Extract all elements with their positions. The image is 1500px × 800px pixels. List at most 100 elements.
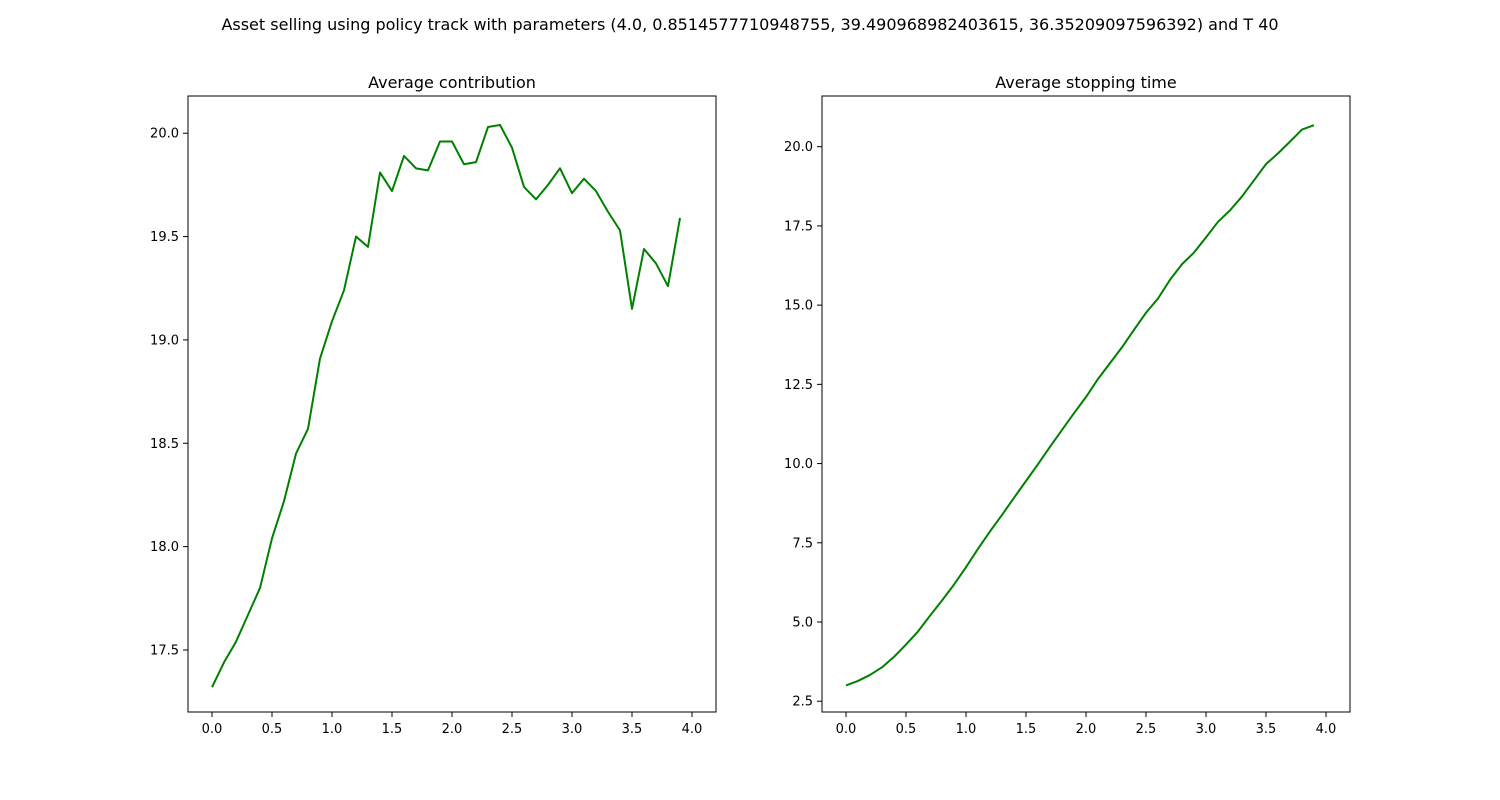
x-tick-label: 4.0 bbox=[1316, 722, 1337, 737]
x-tick-label: 3.0 bbox=[1196, 722, 1217, 737]
x-tick-label: 0.5 bbox=[262, 722, 283, 737]
y-tick-label: 10.0 bbox=[784, 457, 813, 472]
x-tick-label: 1.0 bbox=[956, 722, 977, 737]
data-point bbox=[1301, 129, 1303, 131]
subplot-average-contribution: Average contribution 0.0 0.5 1.0 1.5 2.0 2.5 3… bbox=[150, 73, 717, 737]
data-point bbox=[235, 641, 237, 643]
data-point bbox=[1049, 446, 1051, 448]
data-point bbox=[965, 566, 967, 568]
y-tick-label: 12.5 bbox=[784, 378, 813, 393]
data-point bbox=[631, 308, 633, 310]
data-point bbox=[1001, 514, 1003, 516]
data-point bbox=[355, 236, 357, 238]
data-point bbox=[845, 684, 847, 686]
data-point bbox=[451, 140, 453, 142]
data-point bbox=[917, 631, 919, 633]
data-point bbox=[523, 186, 525, 188]
data-point bbox=[487, 126, 489, 128]
x-tick-label: 0.0 bbox=[202, 722, 223, 737]
data-point bbox=[1241, 195, 1243, 197]
data-point bbox=[211, 686, 213, 688]
data-point bbox=[1169, 279, 1171, 281]
data-point bbox=[499, 124, 501, 126]
data-point bbox=[571, 192, 573, 194]
data-point bbox=[1061, 429, 1063, 431]
data-point bbox=[427, 169, 429, 171]
data-point bbox=[439, 140, 441, 142]
subplot-title: Average contribution bbox=[368, 73, 536, 92]
y-tick-label: 2.5 bbox=[792, 695, 813, 710]
data-point bbox=[391, 190, 393, 192]
data-point bbox=[989, 530, 991, 532]
y-tick-label: 20.0 bbox=[784, 140, 813, 155]
data-point bbox=[223, 661, 225, 663]
data-point bbox=[1145, 312, 1147, 314]
y-tick-label: 5.0 bbox=[792, 616, 813, 631]
data-point bbox=[1121, 346, 1123, 348]
data-point bbox=[1205, 236, 1207, 238]
data-point bbox=[307, 428, 309, 430]
data-point bbox=[1085, 396, 1087, 398]
data-point bbox=[415, 167, 417, 169]
data-point bbox=[343, 289, 345, 291]
data-point bbox=[905, 644, 907, 646]
x-tick-label: 3.5 bbox=[1256, 722, 1277, 737]
data-point bbox=[331, 320, 333, 322]
data-point bbox=[667, 285, 669, 287]
data-point bbox=[403, 155, 405, 157]
data-point bbox=[679, 217, 681, 219]
data-point bbox=[1109, 362, 1111, 364]
data-point bbox=[655, 262, 657, 264]
data-point bbox=[1193, 252, 1195, 254]
x-tick-label: 3.5 bbox=[622, 722, 643, 737]
data-point bbox=[1313, 124, 1315, 126]
x-tick-label: 2.5 bbox=[502, 722, 523, 737]
y-tick-label: 17.5 bbox=[784, 219, 813, 234]
data-point bbox=[1037, 463, 1039, 465]
data-point bbox=[559, 167, 561, 169]
data-point bbox=[367, 246, 369, 248]
subplot-title: Average stopping time bbox=[995, 73, 1176, 92]
y-tick-label: 20.0 bbox=[150, 127, 179, 142]
data-point bbox=[1181, 263, 1183, 265]
data-point bbox=[893, 656, 895, 658]
x-tick-label: 2.5 bbox=[1136, 722, 1157, 737]
data-point bbox=[929, 615, 931, 617]
data-point bbox=[511, 147, 513, 149]
data-point bbox=[283, 500, 285, 502]
series-line bbox=[211, 123, 681, 688]
y-tick-label: 18.0 bbox=[150, 540, 179, 555]
data-point bbox=[247, 614, 249, 616]
y-tick-label: 19.5 bbox=[150, 230, 179, 245]
y-tick-label: 7.5 bbox=[792, 536, 813, 551]
data-point bbox=[953, 584, 955, 586]
data-point bbox=[857, 680, 859, 682]
x-tick-label: 0.5 bbox=[896, 722, 917, 737]
data-point bbox=[1265, 163, 1267, 165]
data-point bbox=[1013, 497, 1015, 499]
data-point bbox=[1025, 480, 1027, 482]
data-point bbox=[881, 666, 883, 668]
data-point bbox=[619, 229, 621, 231]
data-point bbox=[1157, 297, 1159, 299]
data-point bbox=[1289, 141, 1291, 143]
x-tick-label: 1.5 bbox=[1016, 722, 1037, 737]
data-point bbox=[977, 548, 979, 550]
data-point bbox=[271, 537, 273, 539]
data-point bbox=[1073, 412, 1075, 414]
data-point bbox=[547, 184, 549, 186]
data-point bbox=[475, 161, 477, 163]
y-tick-label: 19.0 bbox=[150, 333, 179, 348]
subplot-average-stopping-time: Average stopping time 0.0 0.5 1.0 1.5 2.0 2.5… bbox=[784, 73, 1351, 737]
x-tick-label: 4.0 bbox=[682, 722, 703, 737]
data-point bbox=[595, 190, 597, 192]
data-point bbox=[1277, 152, 1279, 154]
figure-suptitle: Asset selling using policy track with pa… bbox=[221, 15, 1278, 34]
data-point bbox=[319, 358, 321, 360]
data-point bbox=[1133, 329, 1135, 331]
y-tick-label: 15.0 bbox=[784, 299, 813, 314]
data-point bbox=[1253, 179, 1255, 181]
